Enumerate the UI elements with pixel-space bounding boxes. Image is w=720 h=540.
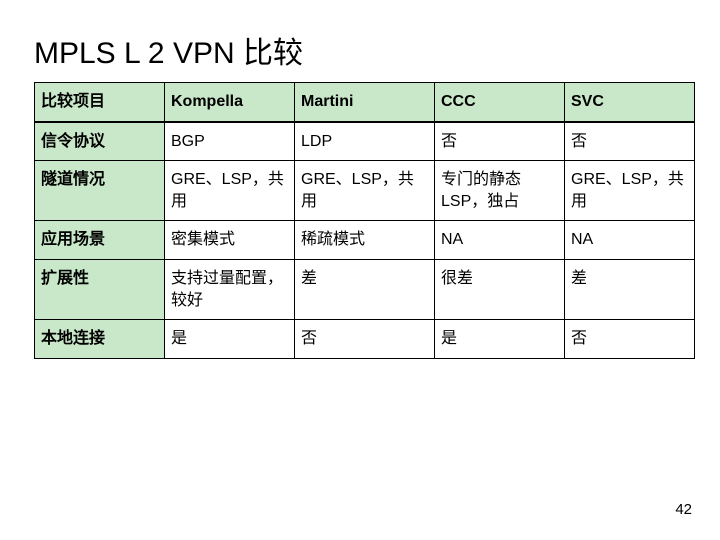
table-row: 隧道情况 GRE、LSP，共用 GRE、LSP，共用 专门的静态LSP，独占 G… [35, 161, 695, 221]
row-label: 隧道情况 [35, 161, 165, 221]
row-label: 应用场景 [35, 221, 165, 260]
table-cell: NA [435, 221, 565, 260]
table-cell: 差 [295, 259, 435, 319]
table-cell: 支持过量配置，较好 [165, 259, 295, 319]
table-cell: 否 [565, 320, 695, 359]
col-header: 比较项目 [35, 83, 165, 122]
row-label: 扩展性 [35, 259, 165, 319]
table-row: 本地连接 是 否 是 否 [35, 320, 695, 359]
table-row: 信令协议 BGP LDP 否 否 [35, 122, 695, 161]
table-cell: 差 [565, 259, 695, 319]
row-label: 信令协议 [35, 122, 165, 161]
table-header-row: 比较项目 Kompella Martini CCC SVC [35, 83, 695, 122]
table-cell: NA [565, 221, 695, 260]
table-cell: GRE、LSP，共用 [295, 161, 435, 221]
table-cell: 否 [295, 320, 435, 359]
col-header: CCC [435, 83, 565, 122]
table-cell: 稀疏模式 [295, 221, 435, 260]
table-cell: GRE、LSP，共用 [565, 161, 695, 221]
col-header: SVC [565, 83, 695, 122]
comparison-table: 比较项目 Kompella Martini CCC SVC 信令协议 BGP L… [34, 82, 695, 359]
table-row: 扩展性 支持过量配置，较好 差 很差 差 [35, 259, 695, 319]
col-header: Martini [295, 83, 435, 122]
table-cell: 否 [435, 122, 565, 161]
table-cell: 否 [565, 122, 695, 161]
slide-title: MPLS L 2 VPN 比较 [34, 28, 686, 72]
table-cell: 是 [165, 320, 295, 359]
table-row: 应用场景 密集模式 稀疏模式 NA NA [35, 221, 695, 260]
table-cell: 专门的静态LSP，独占 [435, 161, 565, 221]
table-cell: 密集模式 [165, 221, 295, 260]
col-header: Kompella [165, 83, 295, 122]
table-cell: LDP [295, 122, 435, 161]
table-cell: GRE、LSP，共用 [165, 161, 295, 221]
table-cell: 是 [435, 320, 565, 359]
table-cell: 很差 [435, 259, 565, 319]
row-label: 本地连接 [35, 320, 165, 359]
table-cell: BGP [165, 122, 295, 161]
page-number: 42 [675, 501, 692, 518]
